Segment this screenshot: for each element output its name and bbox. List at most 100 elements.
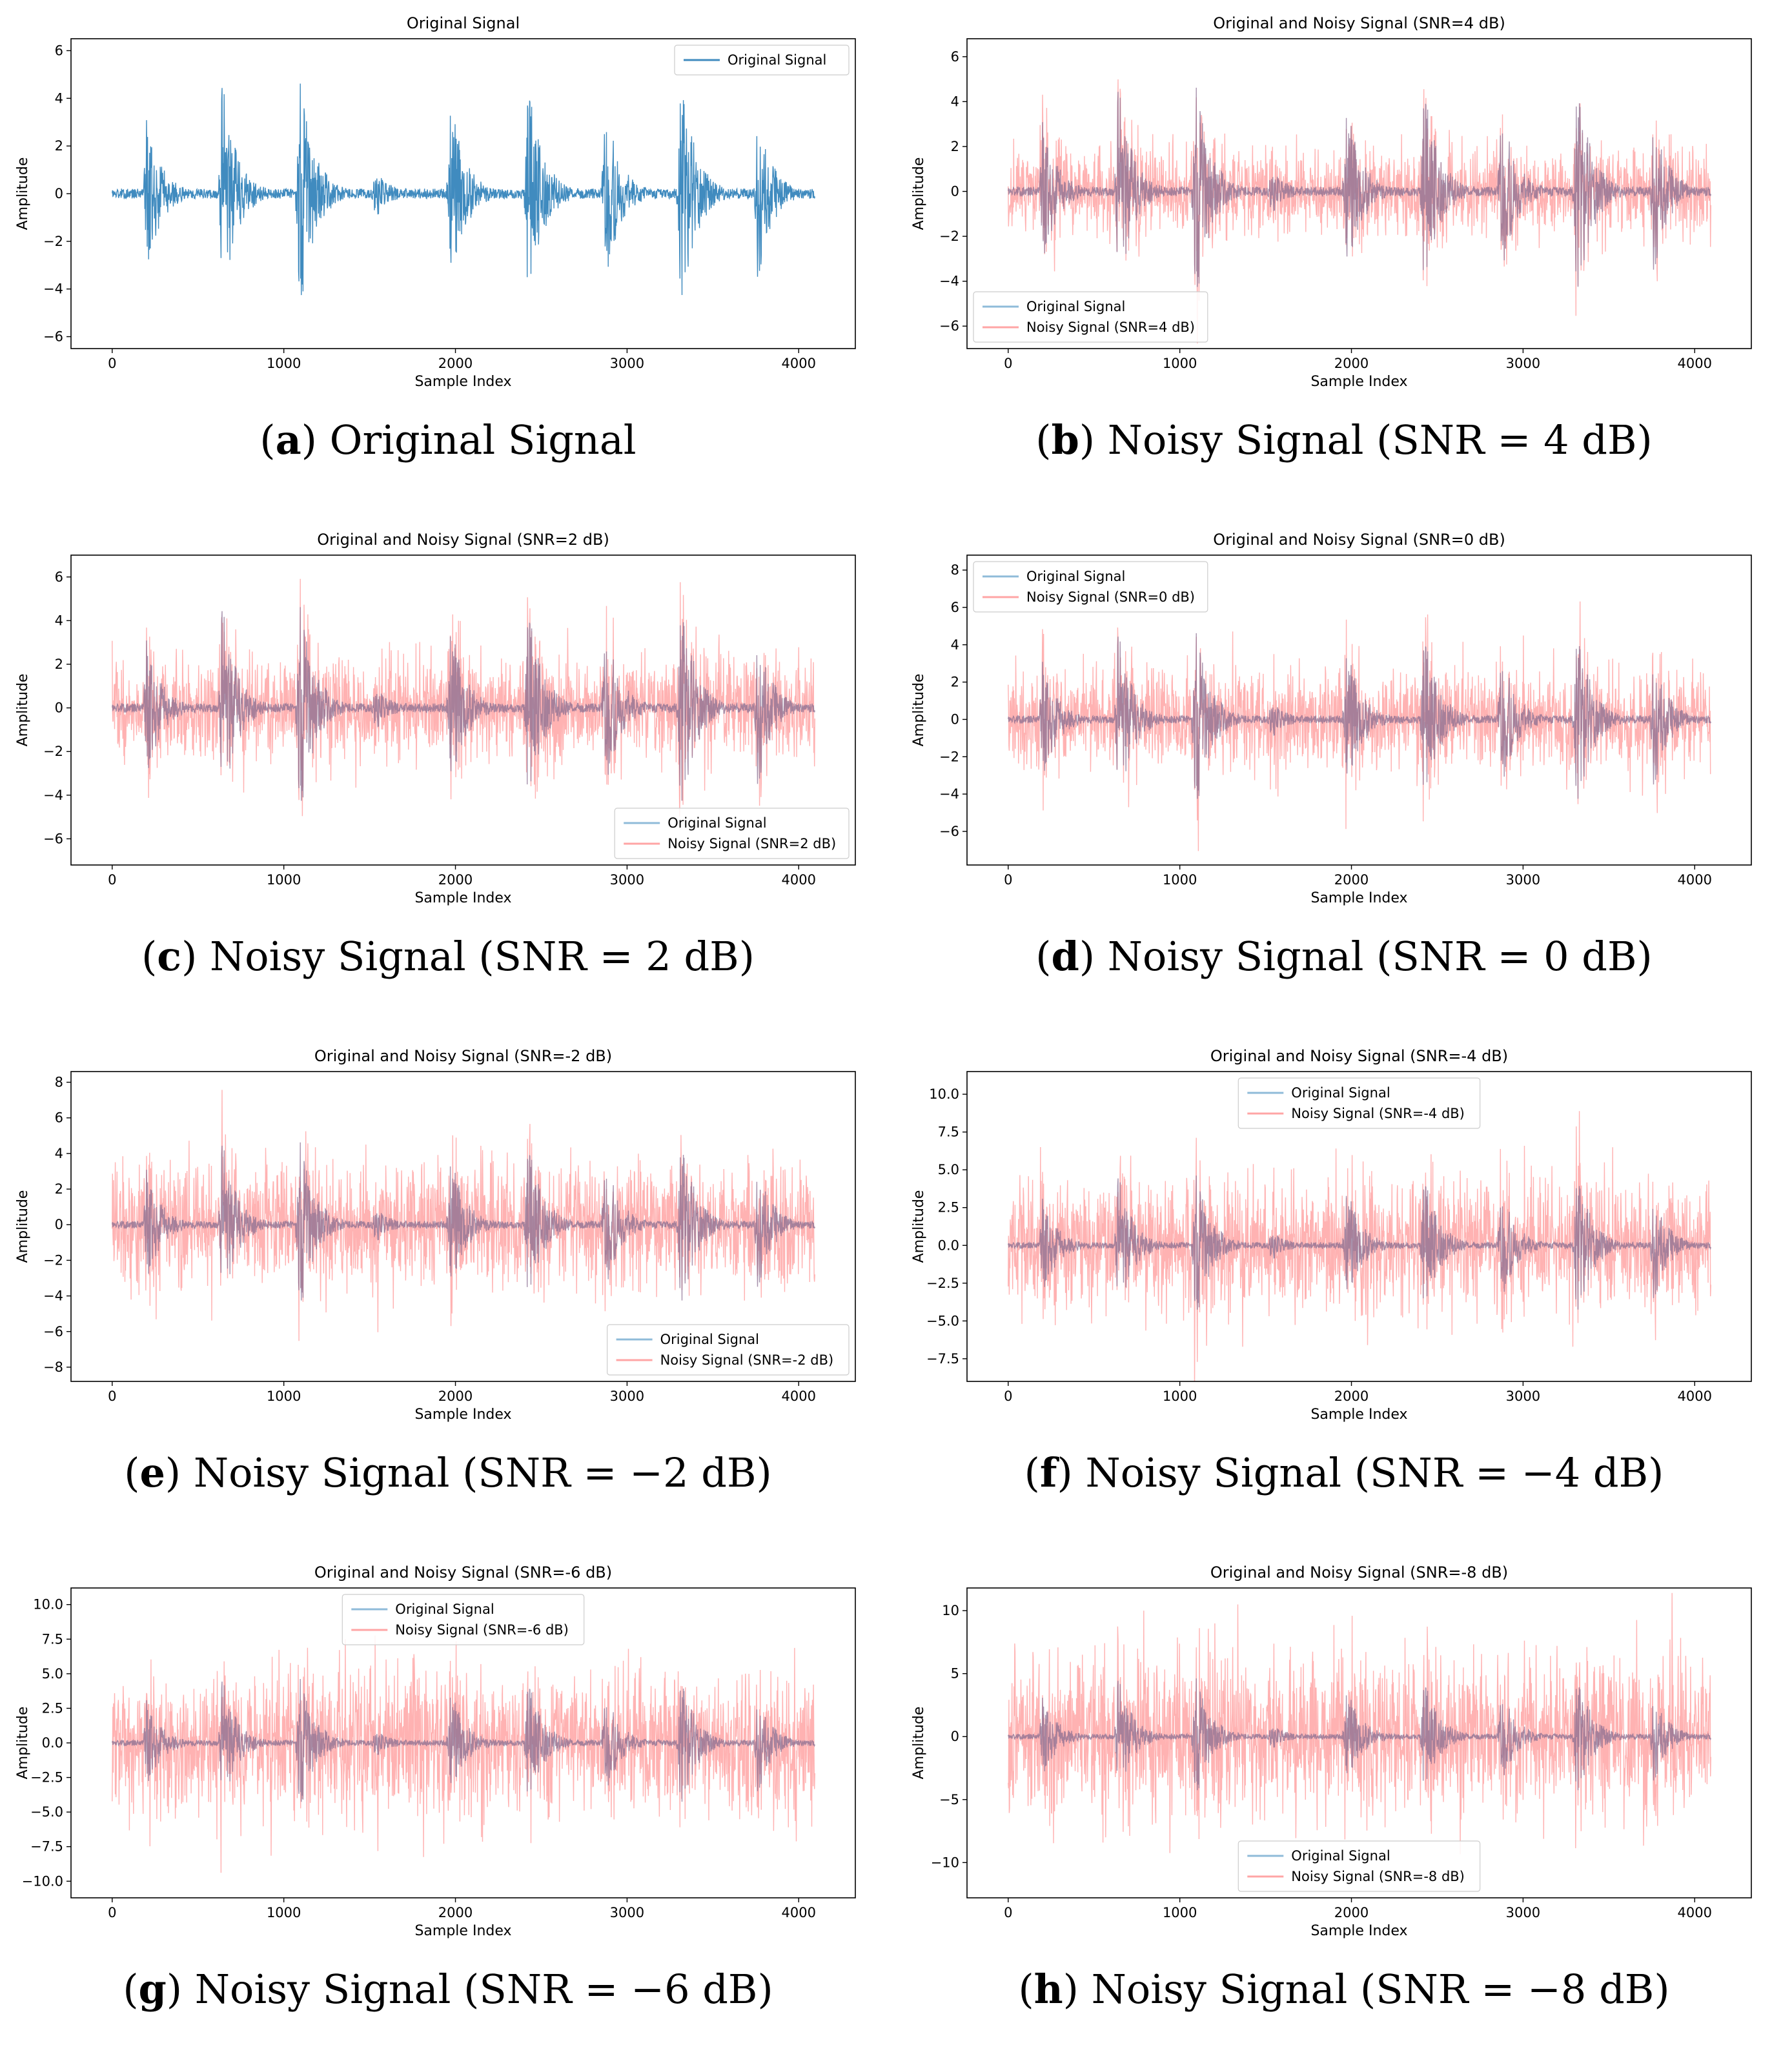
x-tick-label: 3000 <box>1506 356 1540 371</box>
x-tick-label: 4000 <box>1678 1389 1712 1404</box>
x-tick-label: 1000 <box>267 1389 301 1404</box>
x-tick-label: 1000 <box>1163 872 1197 888</box>
x-tick-label: 0 <box>1004 356 1012 371</box>
original-signal-line <box>112 607 815 801</box>
y-tick-label: −5.0 <box>926 1313 959 1328</box>
chart-svg: Original and Noisy Signal (SNR=2 dB) 0 100… <box>15 531 856 906</box>
legend: Original Signal Noisy Signal (SNR=-6 dB) <box>341 1594 585 1645</box>
y-tick-label: 6 <box>55 569 63 585</box>
y-tick-label: −2 <box>43 744 63 759</box>
chart-title: Original and Noisy Signal (SNR=4 dB) <box>1213 14 1505 32</box>
panel-h: Original and Noisy Signal (SNR=-8 dB) 0 10… <box>896 1549 1792 2045</box>
x-tick-label: 3000 <box>610 356 644 371</box>
plot-frame <box>966 554 1752 866</box>
legend-entry: Noisy Signal (SNR=4 dB) <box>1026 320 1195 335</box>
y-tick-label: −5 <box>939 1792 959 1807</box>
y-tick-label: 4 <box>951 637 959 653</box>
y-tick-label: −2 <box>939 749 959 764</box>
y-tick-label: −5.0 <box>30 1804 63 1820</box>
noisy-signal-line <box>112 1635 815 1873</box>
caption-text: Noisy Signal (SNR = −4 dB) <box>1085 1449 1664 1496</box>
legend: Original Signal Noisy Signal (SNR=-2 dB) <box>606 1324 850 1376</box>
x-axis-label: Sample Index <box>1310 1407 1407 1423</box>
panel-caption: (h) Noisy Signal (SNR = −8 dB) <box>1018 1966 1670 2013</box>
y-tick-label: −6 <box>43 329 63 345</box>
y-axis-label: Amplitude <box>911 1707 927 1780</box>
chart-title: Original and Noisy Signal (SNR=-8 dB) <box>1210 1563 1508 1582</box>
x-tick-label: 0 <box>108 1389 116 1404</box>
x-tick-label: 3000 <box>610 1905 644 1920</box>
x-tick-label: 1000 <box>267 356 301 371</box>
y-tick-label: 6 <box>55 43 63 58</box>
legend-entry: Original Signal <box>395 1602 494 1617</box>
legend: Original Signal Noisy Signal (SNR=2 dB) <box>614 808 850 859</box>
caption-text: Noisy Signal (SNR = −6 dB) <box>194 1966 773 2013</box>
x-tick-label: 4000 <box>782 1389 816 1404</box>
y-tick-label: 2 <box>951 139 959 154</box>
legend: Original Signal Noisy Signal (SNR=0 dB) <box>973 561 1208 613</box>
x-axis-label: Sample Index <box>1310 890 1407 906</box>
chart-title: Original and Noisy Signal (SNR=2 dB) <box>317 531 609 549</box>
chart-title: Original and Noisy Signal (SNR=0 dB) <box>1213 531 1505 549</box>
y-tick-label: 0 <box>951 1729 959 1744</box>
legend: Original Signal Noisy Signal (SNR=-8 dB) <box>1237 1840 1481 1892</box>
x-tick-label: 0 <box>108 356 116 371</box>
panel-letter: b <box>1051 416 1079 463</box>
x-axis-label: Sample Index <box>414 1407 511 1423</box>
legend-box <box>1237 1077 1481 1129</box>
y-tick-label: −6 <box>939 824 959 839</box>
legend-entry: Original Signal <box>667 815 766 831</box>
panel-caption: (e) Noisy Signal (SNR = −2 dB) <box>124 1449 772 1496</box>
chart-svg: Original and Noisy Signal (SNR=0 dB) 0 100… <box>911 531 1752 906</box>
y-tick-label: −6 <box>43 1324 63 1339</box>
x-tick-label: 2000 <box>438 356 473 371</box>
y-tick-label: −4 <box>939 274 959 289</box>
original-signal-line <box>112 1142 815 1301</box>
y-tick-label: 5.0 <box>938 1162 959 1177</box>
y-tick-label: 10 <box>942 1603 959 1618</box>
panel-g: Original and Noisy Signal (SNR=-6 dB) 0 10… <box>0 1549 896 2045</box>
y-tick-label: 4 <box>951 94 959 109</box>
x-tick-label: 3000 <box>610 1389 644 1404</box>
y-tick-label: 8 <box>55 1075 63 1090</box>
y-axis-label: Amplitude <box>911 1190 927 1263</box>
original-signal-line <box>112 1678 815 1802</box>
x-tick-label: 4000 <box>782 872 816 888</box>
x-tick-label: 3000 <box>1506 1389 1540 1404</box>
caption-text: Noisy Signal (SNR = −2 dB) <box>193 1449 772 1496</box>
x-tick-label: 3000 <box>610 872 644 888</box>
x-tick-label: 1000 <box>267 1905 301 1920</box>
y-tick-label: −2.5 <box>30 1770 63 1786</box>
panel-a: Original Signal 0 1000 2000 3000 4000 −6 −4 −2 0 2… <box>0 0 896 504</box>
chart-title: Original and Noisy Signal (SNR=-6 dB) <box>314 1563 612 1582</box>
y-tick-label: 2 <box>951 675 959 690</box>
x-tick-label: 2000 <box>438 872 473 888</box>
panel-caption: (g) Noisy Signal (SNR = −6 dB) <box>123 1966 773 2013</box>
y-tick-label: 0.0 <box>938 1237 959 1253</box>
original-signal-line <box>1008 633 1711 799</box>
chart-svg: Original Signal 0 1000 2000 3000 4000 −6 −4 −2 0 2… <box>15 14 856 390</box>
x-tick-label: 4000 <box>782 356 816 371</box>
panel-caption: (c) Noisy Signal (SNR = 2 dB) <box>141 933 755 980</box>
y-tick-label: −7.5 <box>30 1839 63 1855</box>
chart-svg: Original and Noisy Signal (SNR=-4 dB) 0 10… <box>911 1047 1752 1423</box>
original-signal-line <box>1008 1678 1711 1791</box>
y-axis-label: Amplitude <box>911 158 927 230</box>
x-axis-label: Sample Index <box>414 890 511 906</box>
y-tick-label: 0 <box>55 186 63 201</box>
panel-letter: c <box>157 933 182 980</box>
x-tick-label: 4000 <box>1678 872 1712 888</box>
x-axis-label: Sample Index <box>414 374 511 390</box>
chart-svg: Original and Noisy Signal (SNR=4 dB) 0 100… <box>911 14 1752 390</box>
panel-e: Original and Noisy Signal (SNR=-2 dB) 0 10… <box>0 1033 896 1536</box>
legend-box <box>973 291 1208 343</box>
y-tick-label: −2.5 <box>926 1276 959 1291</box>
panel-letter: h <box>1033 1966 1063 2013</box>
y-tick-label: 7.5 <box>938 1124 959 1140</box>
x-tick-label: 2000 <box>438 1905 473 1920</box>
caption-text: Noisy Signal (SNR = 4 dB) <box>1107 416 1653 463</box>
panel-letter: a <box>275 416 301 463</box>
y-tick-label: −10 <box>931 1855 959 1870</box>
y-axis-label: Amplitude <box>15 1707 31 1780</box>
y-tick-label: 0 <box>55 1217 63 1232</box>
